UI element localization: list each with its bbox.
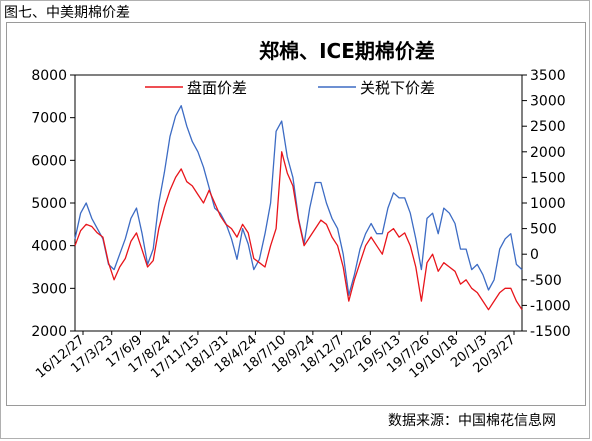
y-right-tick-label-0: -1500	[530, 324, 571, 340]
source-note: 数据来源：中国棉花信息网	[388, 413, 556, 429]
chart-title: 郑棉、ICE期棉价差	[259, 39, 435, 63]
y-left-tick-label-3: 5000	[31, 196, 67, 212]
y-left-tick-label-5: 7000	[31, 111, 67, 127]
figure-caption: 图七、中美期棉价差	[4, 5, 130, 21]
legend-label-spread: 盘面价差	[187, 79, 247, 97]
y-right-tick-label-1: -1000	[530, 298, 571, 314]
y-right-tick-label-10: 3500	[530, 68, 566, 84]
y-left-tick-label-0: 2000	[31, 324, 67, 340]
y-right-tick-label-4: 500	[530, 222, 557, 238]
series-line-1	[74, 105, 523, 296]
y-right-tick-label-3: 0	[530, 247, 539, 263]
y-left-tick-label-6: 8000	[31, 68, 67, 84]
y-right-tick-label-8: 2500	[530, 119, 566, 135]
y-right-tick-label-6: 1500	[530, 170, 566, 186]
y-right-tick-label-7: 2000	[530, 145, 566, 161]
chart-panel: 郑棉、ICE期棉价差 盘面价差 关税下价差 2000 3000 4000 5000 60…	[6, 22, 586, 406]
plot-frame	[74, 74, 523, 332]
plot-area: 2000300040005000600070008000-1500-1000-5…	[31, 68, 570, 382]
y-left-tick-label-2: 4000	[31, 239, 67, 255]
legend: 盘面价差 关税下价差	[145, 79, 435, 97]
y-left-tick-label-4: 6000	[31, 153, 67, 169]
y-right-tick-label-2: -500	[530, 273, 562, 289]
y-right-tick-label-5: 1000	[530, 196, 566, 212]
legend-label-tariff-spread: 关税下价差	[360, 79, 435, 97]
series-line-0	[74, 151, 523, 311]
chart-svg: 郑棉、ICE期棉价差 盘面价差 关税下价差 200030004000500060…	[31, 39, 570, 382]
y-right-tick-label-9: 3000	[530, 94, 566, 110]
y-left-tick-label-1: 3000	[31, 281, 67, 297]
